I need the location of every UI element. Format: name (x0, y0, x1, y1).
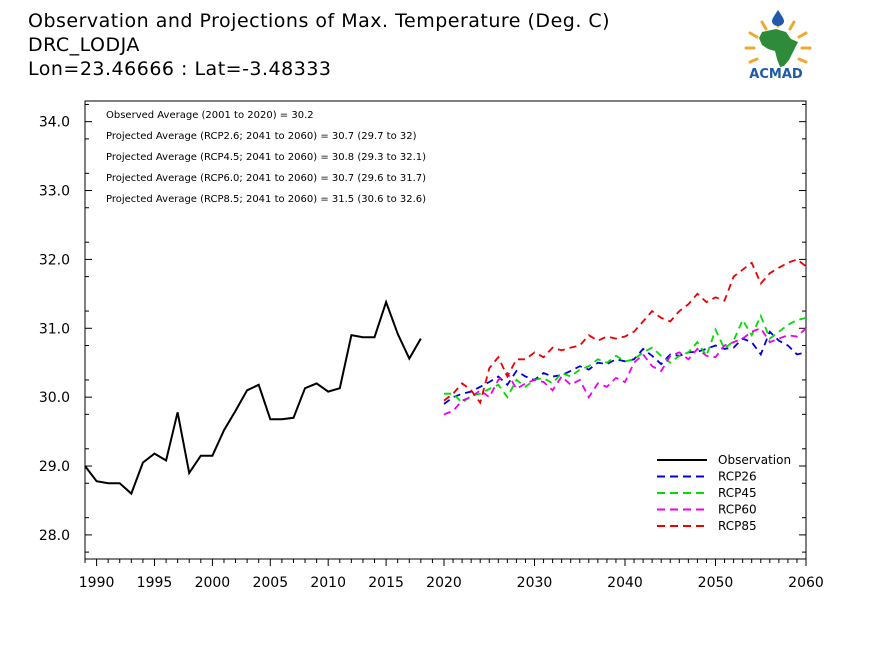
x-tick-label: 2005 (252, 575, 288, 591)
x-tick-label: 1995 (137, 575, 173, 591)
y-tick-label: 31.0 (39, 321, 70, 337)
annotation-observed-average: Observed Average (2001 to 2020) = 30.2 (106, 110, 314, 121)
legend-label-rcp45: RCP45 (718, 486, 757, 500)
x-tick-label: 2020 (426, 575, 462, 591)
x-tick-label: 1990 (79, 575, 115, 591)
chart-title: Observation and Projections of Max. Temp… (28, 10, 610, 80)
acmad-logo-text: ACMAD (749, 67, 803, 82)
legend-label-rcp26: RCP26 (718, 470, 757, 484)
x-tick-label: 2040 (607, 575, 643, 591)
x-tick-label: 2060 (788, 575, 824, 591)
legend-label-rcp60: RCP60 (718, 503, 757, 517)
series-line-observation (84, 299, 422, 496)
chart-title-line-3: Lon=23.46666 : Lat=-3.48333 (28, 58, 332, 80)
annotation-rcp26-average: Projected Average (RCP2.6; 2041 to 2060)… (106, 131, 417, 142)
x-tick-label: 2010 (310, 575, 346, 591)
x-tick-label: 2000 (195, 575, 231, 591)
series-line-rcp45 (444, 313, 807, 404)
series-line-rcp85 (443, 258, 807, 405)
africa-map-icon (759, 29, 798, 67)
water-drop-icon (772, 10, 784, 26)
y-tick-label: 33.0 (39, 184, 70, 200)
chart-title-line-1: Observation and Projections of Max. Temp… (28, 10, 610, 32)
x-tick-label: 2050 (698, 575, 734, 591)
x-tick-label: 2015 (368, 575, 404, 591)
y-tick-label: 28.0 (39, 528, 70, 544)
y-tick-label: 29.0 (39, 459, 70, 475)
annotation-rcp85-average: Projected Average (RCP8.5; 2041 to 2060)… (106, 194, 426, 205)
series-layer (84, 258, 807, 496)
plot-frame (84, 100, 807, 560)
y-tick-label: 34.0 (39, 115, 70, 131)
series-line-rcp60 (443, 327, 807, 416)
x-tick-label: 2030 (517, 575, 553, 591)
y-axis: 28.0 29.0 30.0 31.0 32.0 33.0 34.0 (39, 103, 806, 553)
series-line-rcp26 (443, 330, 807, 405)
chart-title-line-2: DRC_LODJA (28, 34, 140, 56)
acmad-logo: ACMAD (744, 10, 812, 82)
sun-rays-icon (744, 16, 812, 64)
annotation-rcp45-average: Projected Average (RCP4.5; 2041 to 2060)… (106, 152, 426, 163)
legend-label-observation: Observation (718, 453, 791, 467)
x-axis: 1990 1995 2000 2005 2010 2015 2020 2030 2040 2050… (79, 559, 824, 591)
y-tick-label: 30.0 (39, 390, 70, 406)
legend: Observation RCP26 RCP45 RCP60 RCP85 (657, 453, 791, 533)
legend-label-rcp85: RCP85 (718, 519, 757, 533)
annotation-rcp60-average: Projected Average (RCP6.0; 2041 to 2060)… (106, 173, 426, 184)
annotation-block: Observed Average (2001 to 2020) = 30.2 P… (106, 110, 426, 205)
y-tick-label: 32.0 (39, 252, 70, 268)
